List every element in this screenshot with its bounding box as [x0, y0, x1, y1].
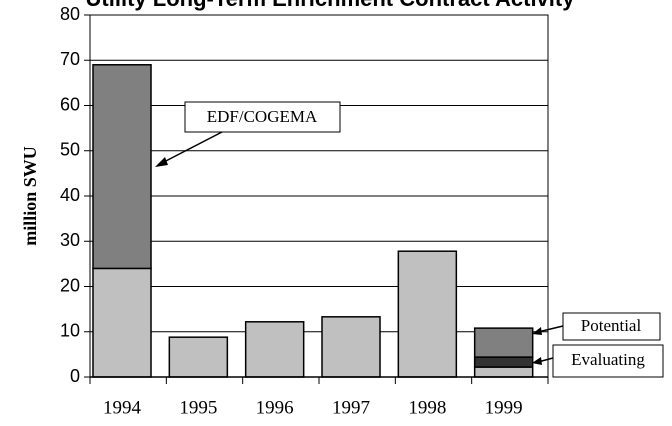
x-tick-label: 1997 — [332, 397, 370, 418]
bar-segment — [473, 366, 534, 378]
bar-segment — [244, 321, 305, 378]
annotations: EDF/COGEMA Potential Evaluating — [155, 101, 664, 378]
arrow-head — [532, 327, 542, 335]
x-tick-label: 1999 — [485, 397, 523, 418]
y-tick-label: 30 — [60, 230, 80, 250]
callout-arrow — [159, 131, 223, 165]
annotation: Evaluating — [571, 350, 645, 369]
callout-box — [552, 344, 664, 378]
y-tick-label: 10 — [60, 321, 80, 341]
y-tick-label: 20 — [60, 275, 80, 295]
callout-box — [562, 312, 661, 341]
bar-segment — [92, 267, 152, 378]
y-tick-label: 80 — [60, 4, 80, 24]
annotation: EDF/COGEMA — [207, 107, 318, 126]
bar-segment — [92, 64, 152, 270]
callout-box — [184, 101, 341, 133]
annotation: Potential — [581, 316, 642, 335]
bar-segment — [473, 327, 534, 358]
x-tick-label: 1998 — [408, 397, 446, 418]
y-tick-label: 70 — [60, 49, 80, 69]
y-tick-label: 60 — [60, 94, 80, 114]
bar-segment — [397, 250, 458, 378]
x-tick-label: 1995 — [179, 397, 217, 418]
y-tick-label: 50 — [60, 140, 80, 160]
arrow-head — [532, 357, 542, 365]
callout-arrow — [537, 325, 564, 333]
bar-segment — [321, 316, 381, 378]
y-tick-label: 40 — [60, 185, 80, 205]
bar-segment — [168, 336, 229, 378]
y-tick-label: 0 — [70, 366, 80, 386]
y-axis-label: million SWU — [20, 146, 40, 246]
arrow-head — [155, 157, 168, 167]
bar-segment — [473, 356, 534, 368]
x-tick-label: 1996 — [256, 397, 294, 418]
x-tick-label: 1994 — [103, 397, 142, 418]
chart-title: Utility Long-Term Enrichment Contract Ac… — [86, 0, 576, 11]
